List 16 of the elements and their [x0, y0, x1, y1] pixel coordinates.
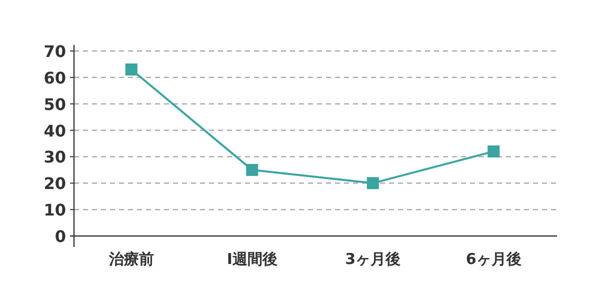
y-tick-label: 60	[44, 68, 66, 88]
y-tick-label: 20	[44, 174, 66, 194]
y-tick-label: 40	[44, 121, 66, 140]
point	[366, 177, 379, 190]
x-tick-label: Ⅰ週間後	[226, 250, 278, 268]
x-tick-label: 3ヶ月後	[345, 250, 401, 268]
point	[125, 64, 138, 76]
y-tick-label: 30	[44, 148, 66, 167]
y-tick-label: 50	[44, 94, 66, 114]
y-tick-label: 10	[44, 200, 66, 220]
point	[246, 164, 258, 176]
y-tick-label: 0	[54, 227, 66, 246]
x-tick-label: 治療前	[108, 250, 154, 268]
y-tick-label: 70	[44, 42, 66, 61]
x-tick-label: 6ヶ月後	[466, 250, 522, 268]
point	[488, 145, 500, 158]
